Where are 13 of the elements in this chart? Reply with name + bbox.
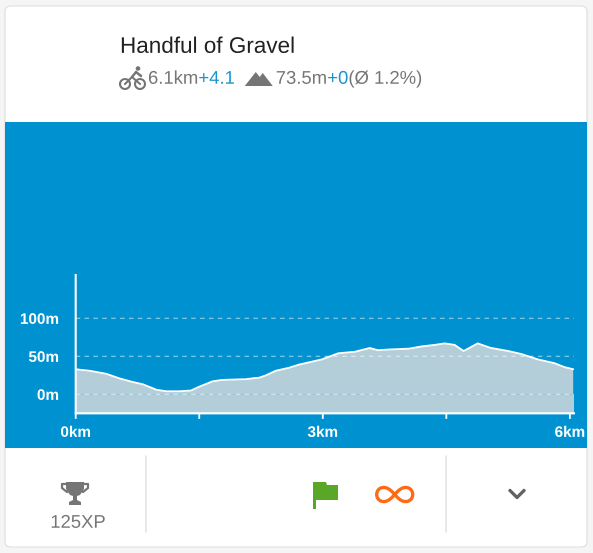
text: (Ø 1.2%) <box>350 70 422 88</box>
text: 6.1km <box>148 70 198 84</box>
x-tick-label: 0km <box>61 426 90 438</box>
text: +0 <box>328 70 348 84</box>
chart-title: Handful of Gravel <box>122 36 294 54</box>
text: 73.5m <box>276 70 326 84</box>
x-tick-label: 6km <box>555 426 584 438</box>
y-tick-label: 50m <box>28 351 58 362</box>
y-tick-label: 100m <box>20 313 58 324</box>
text: 125XP <box>52 514 105 528</box>
y-tick-label: 0m <box>38 389 58 400</box>
text: +4.1 <box>199 71 234 84</box>
x-tick-label: 3km <box>308 426 338 438</box>
